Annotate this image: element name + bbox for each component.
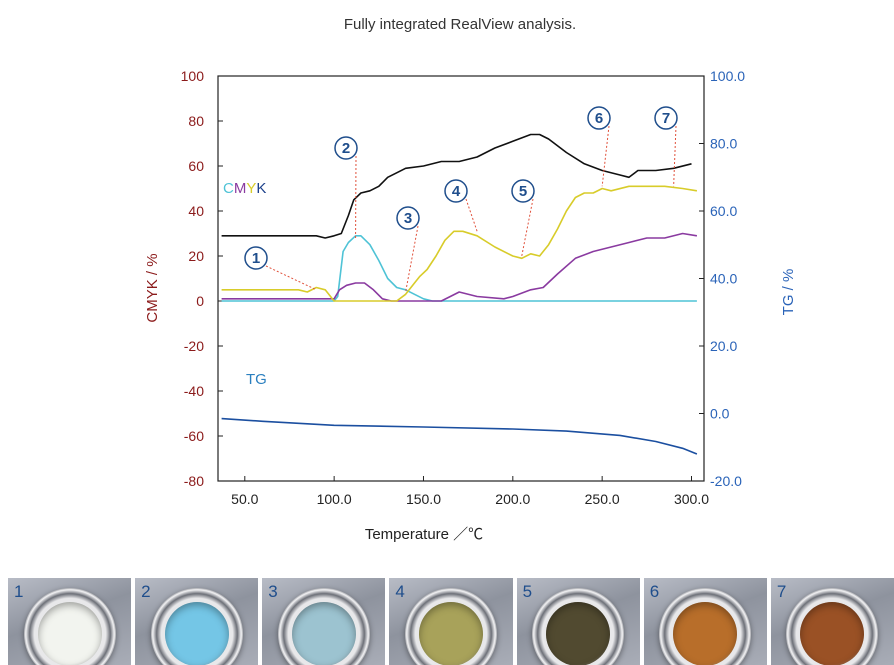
right-axis-label: TG / % xyxy=(780,269,797,316)
right-tick-label: 80.0 xyxy=(710,136,737,152)
sample-number: 1 xyxy=(14,582,24,601)
left-tick-label: 60 xyxy=(188,158,204,174)
right-tick-label: 0.0 xyxy=(710,406,730,422)
right-tick-label: 20.0 xyxy=(710,338,737,354)
x-tick-label: 200.0 xyxy=(495,491,530,507)
annotation-circle xyxy=(444,179,468,203)
annotation-circle xyxy=(654,106,678,130)
sample-color xyxy=(546,602,611,665)
right-axis: 100.0 80.0 60.0 40.0 20.0 0.0 -20.0 xyxy=(699,68,745,489)
sample-number: 6 xyxy=(649,582,660,601)
chart: Fully integrated RealView analysis. 100 8… xyxy=(144,16,797,543)
annotation-circle xyxy=(587,106,611,130)
left-axis: 100 80 60 40 20 0 -20 -40 -60 -80 xyxy=(181,68,223,489)
sample-photo: 2 xyxy=(135,578,259,665)
x-tick-label: 100.0 xyxy=(317,491,352,507)
annotation-label: 2 xyxy=(342,140,350,157)
annotation-circle xyxy=(334,136,358,160)
right-tick-label: -20.0 xyxy=(710,473,742,489)
annotation-circle xyxy=(244,246,268,270)
sample-photo: 5 xyxy=(516,578,640,665)
left-tick-label: 80 xyxy=(188,113,204,129)
annotation-leader xyxy=(465,198,478,232)
x-axis-label: Temperature ／℃ xyxy=(365,526,483,543)
sample-photo: 3 xyxy=(262,578,386,665)
sample-color xyxy=(418,602,483,665)
right-tick-label: 100.0 xyxy=(710,68,745,84)
sample-color xyxy=(800,602,865,665)
sample-photo-strip: 1 2 3 4 5 6 7 xyxy=(8,578,894,665)
sample-color xyxy=(291,602,356,665)
x-axis: 50.0 100.0 150.0 200.0 250.0 300.0 xyxy=(231,476,709,507)
left-tick-label: 20 xyxy=(188,248,204,264)
sample-number: 5 xyxy=(522,582,533,601)
series-line-c xyxy=(221,235,697,302)
annotation-label: 4 xyxy=(452,183,461,200)
sample-number: 7 xyxy=(776,582,787,601)
series-line-k xyxy=(221,133,692,239)
annotation-label: 1 xyxy=(252,250,260,267)
chart-title: Fully integrated RealView analysis. xyxy=(344,16,576,33)
annotation-leader xyxy=(521,198,534,257)
left-tick-label: 100 xyxy=(181,68,205,84)
legend-c: C xyxy=(223,180,234,197)
annotation-leader xyxy=(601,125,610,187)
annotation-leader xyxy=(265,265,317,291)
annotation-circle xyxy=(511,179,535,203)
legend-k: K xyxy=(256,180,266,197)
x-tick-label: 300.0 xyxy=(674,491,709,507)
sample-number: 3 xyxy=(268,582,278,601)
annotation-leader xyxy=(405,225,419,293)
annotation-label: 6 xyxy=(595,110,603,127)
left-axis-label: CMYK / % xyxy=(144,253,161,322)
left-tick-label: -80 xyxy=(184,473,204,489)
series-group xyxy=(221,133,698,455)
legend-y: Y xyxy=(246,180,256,197)
x-tick-label: 250.0 xyxy=(585,491,620,507)
legend-cmyk: CMYK xyxy=(223,180,266,197)
annotation-label: 3 xyxy=(404,210,412,227)
sample-color xyxy=(673,602,738,665)
annotation-leader xyxy=(673,125,677,187)
right-tick-label: 40.0 xyxy=(710,271,737,287)
sample-photo: 4 xyxy=(389,578,513,665)
annotation-label: 5 xyxy=(519,183,527,200)
annotation-label: 7 xyxy=(662,110,670,127)
series-line-tg xyxy=(221,417,698,455)
sample-photo: 1 xyxy=(8,578,132,665)
x-tick-label: 150.0 xyxy=(406,491,441,507)
sample-photo: 6 xyxy=(643,578,767,665)
left-tick-label: -60 xyxy=(184,428,204,444)
annotation-circle xyxy=(396,206,420,230)
sample-color xyxy=(164,602,229,665)
plot-area xyxy=(217,75,705,482)
left-tick-label: 40 xyxy=(188,203,204,219)
legend-tg: TG xyxy=(246,371,267,388)
x-tick-label: 50.0 xyxy=(231,491,258,507)
legend-m: M xyxy=(234,180,247,197)
sample-photo: 7 xyxy=(770,578,894,665)
sample-color xyxy=(37,602,102,665)
sample-number: 2 xyxy=(141,582,151,601)
left-tick-label: -20 xyxy=(184,338,204,354)
sample-number: 4 xyxy=(395,582,405,601)
series-line-m xyxy=(221,232,698,302)
left-tick-label: -40 xyxy=(184,383,204,399)
right-tick-label: 60.0 xyxy=(710,203,737,219)
series-line-y xyxy=(221,185,698,302)
annotations: 1 2 3 4 5 6 7 xyxy=(244,106,678,293)
left-tick-label: 0 xyxy=(196,293,204,309)
